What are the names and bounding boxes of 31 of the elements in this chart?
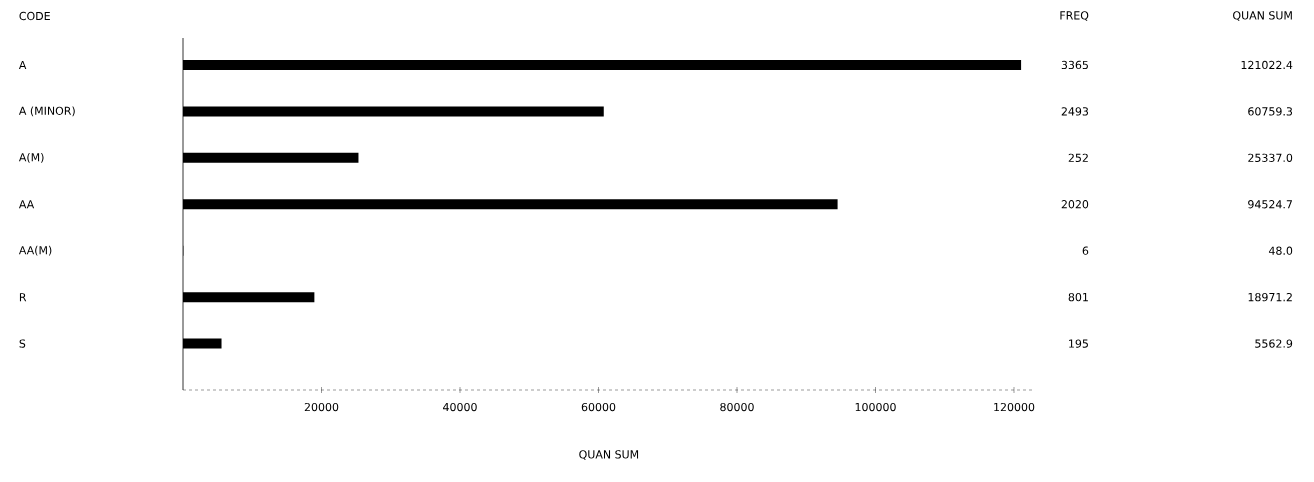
text: 2020 bbox=[1061, 200, 1089, 209]
y-tick-label: AA(M) bbox=[18, 245, 52, 256]
text: 6 bbox=[1082, 246, 1089, 255]
x-tick-label: 40000 bbox=[443, 402, 477, 412]
text: 252 bbox=[1068, 153, 1088, 162]
y-tick-label: A bbox=[18, 60, 27, 69]
y-axis-title: CODE bbox=[19, 11, 50, 21]
text: QUAN SUM bbox=[1233, 11, 1292, 21]
data-label: 94524.7 bbox=[1248, 200, 1292, 209]
text: 801 bbox=[1068, 292, 1088, 302]
data-label: 25337.0 bbox=[1248, 153, 1293, 162]
x-tick-label: 20000 bbox=[304, 402, 339, 412]
x-tick-label: 100000 bbox=[855, 402, 896, 412]
y-tick-label: A (MINOR) bbox=[18, 106, 75, 117]
text: 2493 bbox=[1061, 107, 1089, 116]
data-label: 48.0 bbox=[1268, 246, 1293, 255]
x-tick-label: 120000 bbox=[994, 402, 1035, 412]
data-label: 121022.4 bbox=[1241, 60, 1293, 70]
text: FREQ bbox=[1060, 11, 1089, 21]
x-tick-label: 80000 bbox=[720, 402, 754, 412]
y-tick-label: R bbox=[19, 293, 27, 302]
data-label: 60759.3 bbox=[1248, 107, 1293, 116]
x-tick-label: 60000 bbox=[581, 402, 616, 412]
y-tick-label: AA bbox=[18, 200, 35, 209]
data-label: 18971.2 bbox=[1248, 292, 1292, 302]
text: 3365 bbox=[1061, 60, 1088, 70]
x-axis-title: QUAN SUM bbox=[579, 450, 639, 460]
data-label: 5562.9 bbox=[1255, 339, 1293, 348]
y-tick-label: A(M) bbox=[18, 152, 44, 163]
y-tick-label: S bbox=[19, 339, 26, 348]
text: 195 bbox=[1069, 339, 1088, 348]
